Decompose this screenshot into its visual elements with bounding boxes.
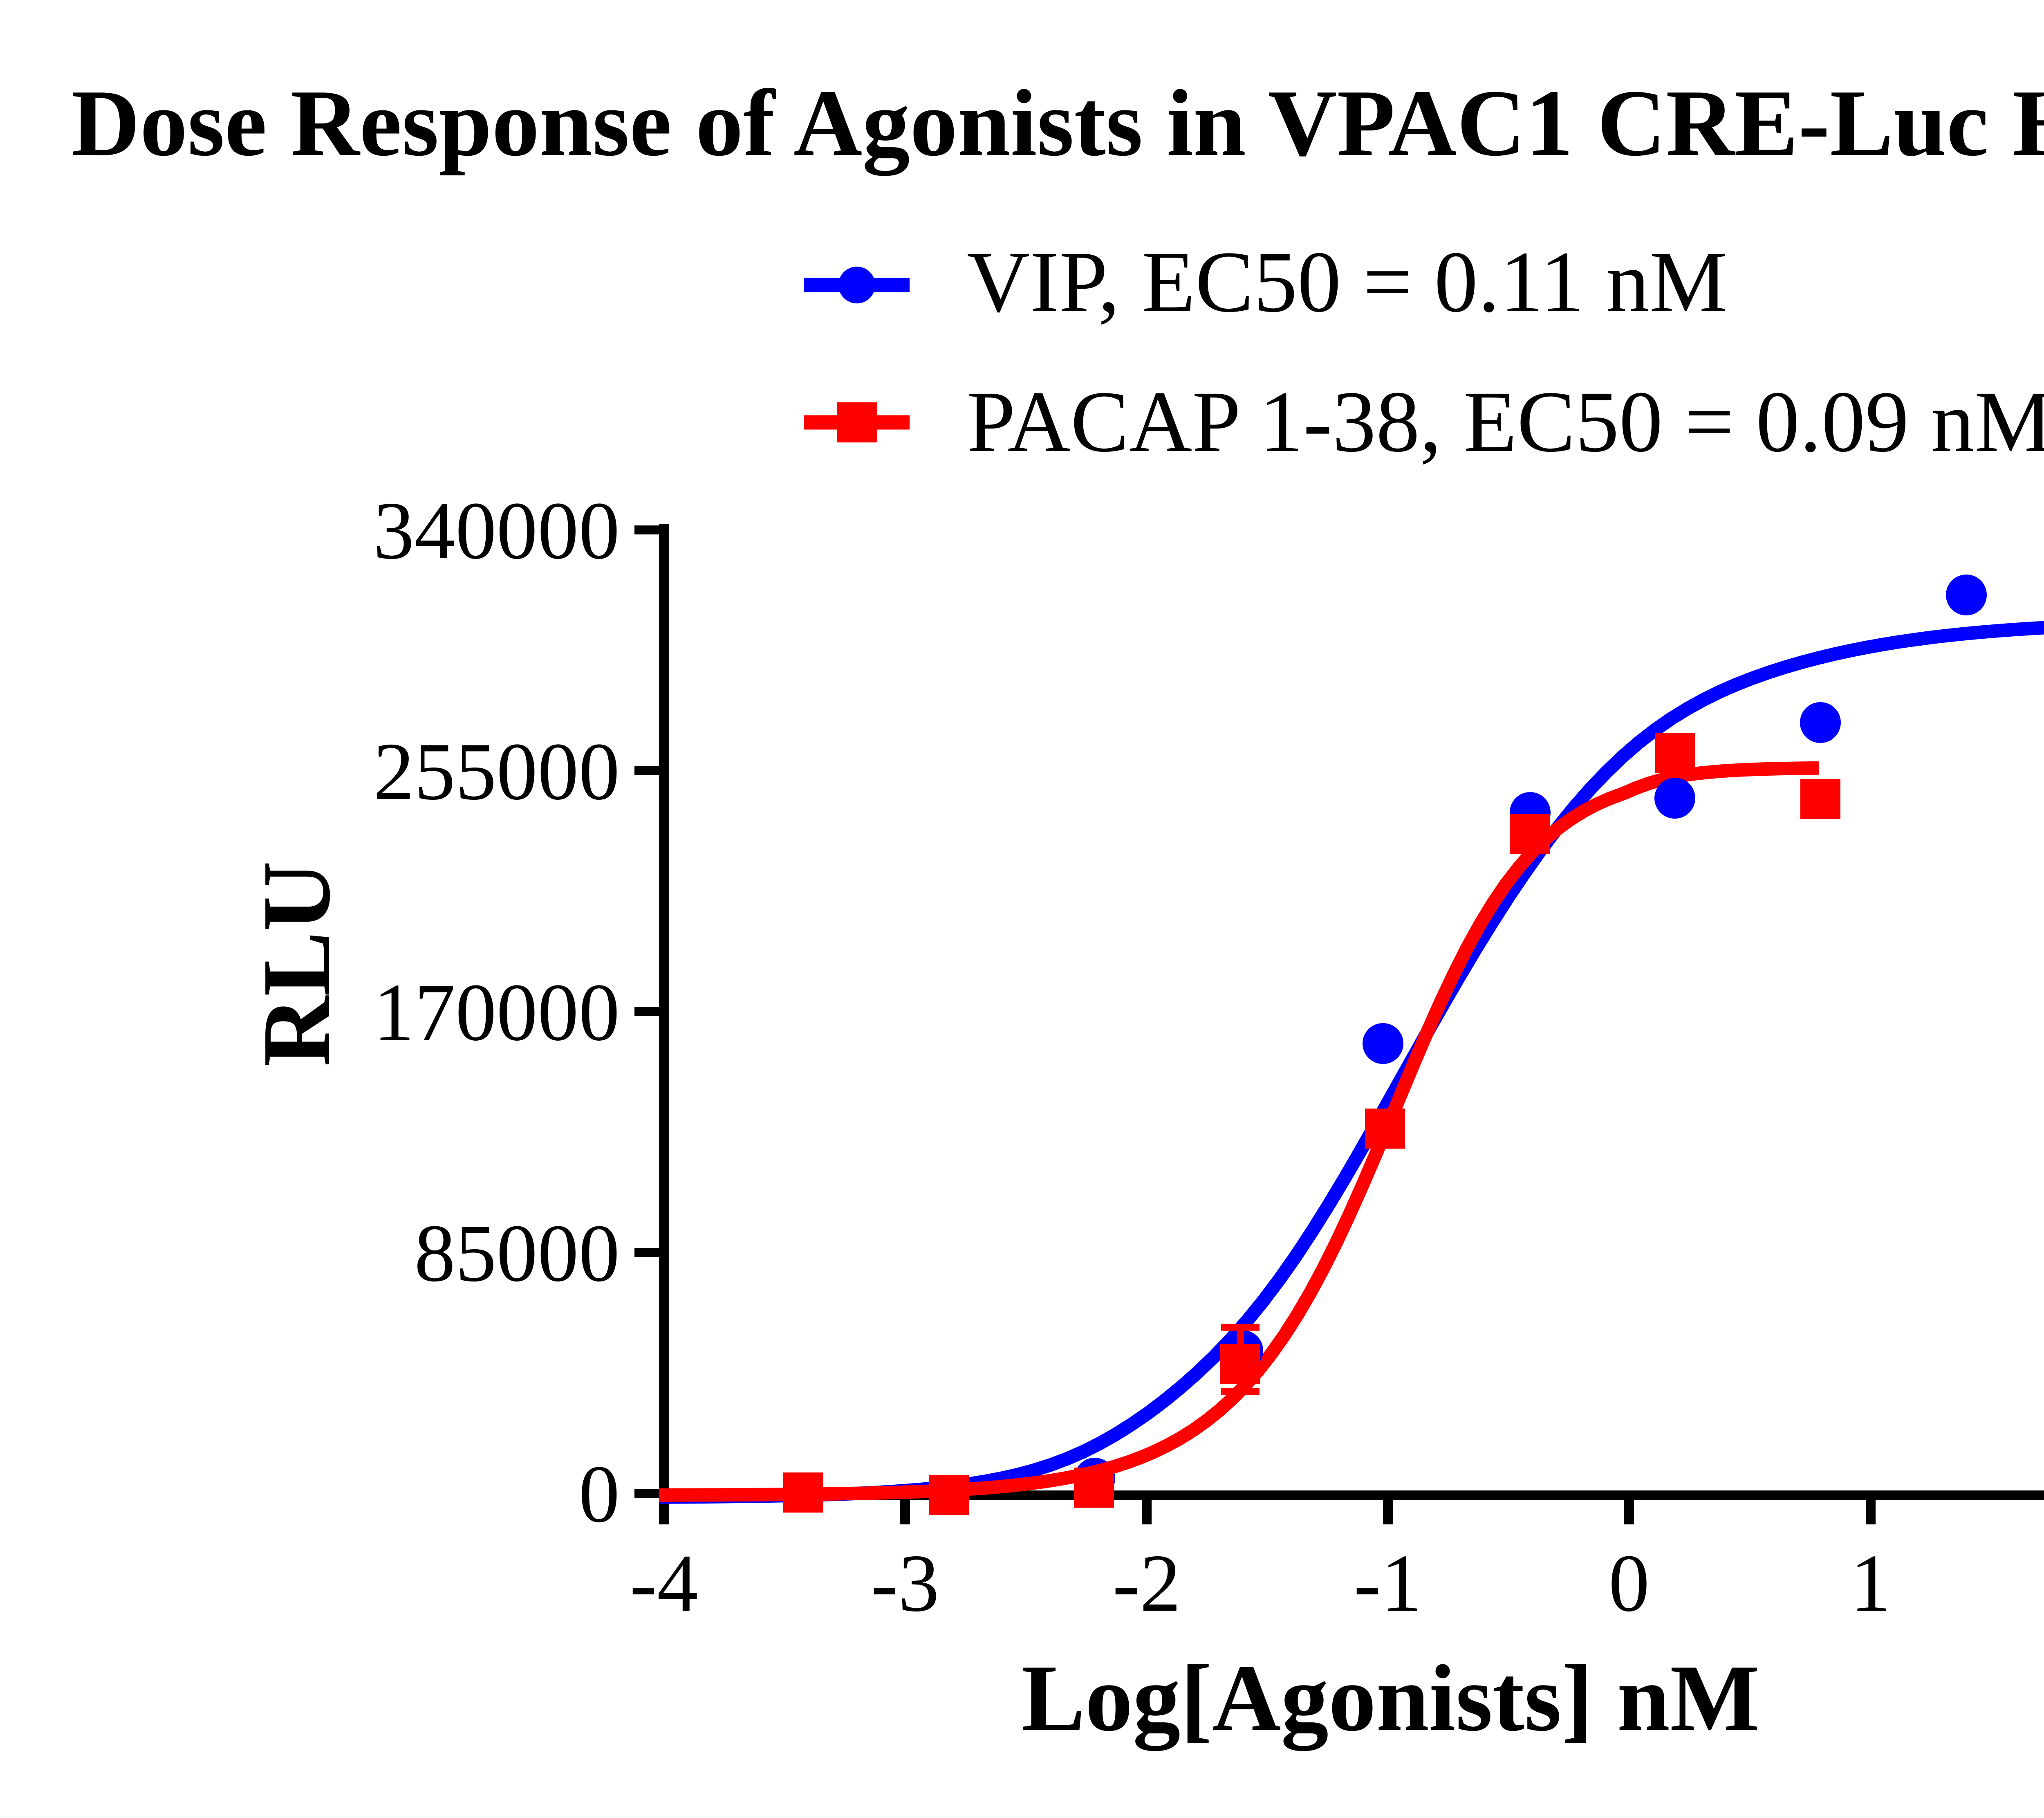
svg-text:-3: -3 bbox=[871, 1538, 939, 1629]
svg-text:0: 0 bbox=[579, 1449, 620, 1540]
svg-text:Dose Response of Agonists in V: Dose Response of Agonists in VPAC1 CRE-L… bbox=[71, 70, 2044, 176]
svg-text:340000: 340000 bbox=[373, 485, 620, 576]
svg-text:PACAP 1-38, EC50 = 0.09 nM: PACAP 1-38, EC50 = 0.09 nM bbox=[967, 373, 2044, 470]
svg-text:255000: 255000 bbox=[373, 726, 620, 817]
svg-text:170000: 170000 bbox=[373, 967, 620, 1058]
svg-text:Log[Agonists] nM: Log[Agonists] nM bbox=[1022, 1645, 1760, 1751]
svg-text:RLU: RLU bbox=[243, 861, 350, 1067]
svg-text:-2: -2 bbox=[1112, 1538, 1181, 1629]
svg-text:0: 0 bbox=[1609, 1538, 1650, 1629]
svg-text:-1: -1 bbox=[1354, 1538, 1422, 1629]
svg-text:VIP, EC50 = 0.11 nM: VIP, EC50 = 0.11 nM bbox=[967, 233, 1728, 330]
svg-text:85000: 85000 bbox=[415, 1208, 620, 1299]
svg-text:-4: -4 bbox=[630, 1538, 698, 1629]
svg-text:1: 1 bbox=[1850, 1538, 1892, 1629]
